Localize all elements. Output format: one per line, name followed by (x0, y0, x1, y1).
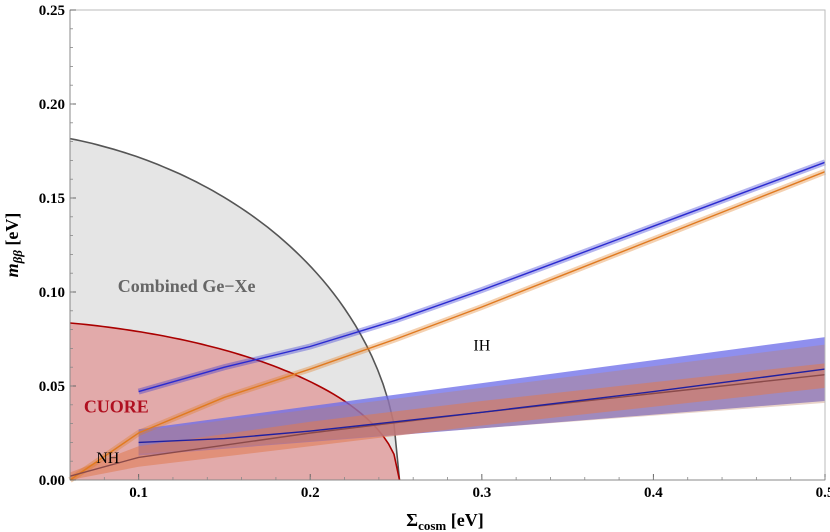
chart-axes: 0.1 0.2 0.3 0.4 0.5 0.00 0.05 0.10 0.15 0.20 0.25 (39, 3, 830, 501)
y-tick-label-2: 0.10 (39, 285, 65, 301)
region-label-0: Combined Ge−Xe (118, 276, 256, 296)
band-area-2 (70, 363, 825, 480)
region-label-1: CUORE (84, 396, 149, 416)
x-tick-label-3: 0.4 (644, 485, 663, 501)
y-tick-label-0: 0.00 (39, 473, 65, 489)
x-tick-label-4: 0.5 (816, 485, 830, 501)
x-axis-label: Σcosm [eV] (406, 510, 483, 532)
plot-area (68, 137, 827, 483)
series-line-0 (69, 171, 826, 481)
band-label-1: NH (96, 450, 120, 467)
band-label-0: IH (473, 337, 490, 354)
y-tick-label-4: 0.20 (39, 97, 65, 113)
region-boundary-0 (69, 137, 401, 481)
series-line-3 (138, 368, 826, 444)
x-tick-label-2: 0.3 (472, 485, 491, 501)
y-axis-label: mββ [eV] (2, 213, 25, 278)
chart-annotations: Combined Ge−Xe CUORE IH NH (84, 276, 491, 467)
y-tick-label-1: 0.05 (39, 379, 65, 395)
x-tick-label-1: 0.2 (301, 485, 320, 501)
region-boundary-1 (69, 322, 401, 481)
y-tick-label-5: 0.25 (39, 3, 65, 19)
y-tick-label-3: 0.15 (39, 191, 65, 207)
series-line-1 (138, 161, 826, 393)
series-line-2 (69, 374, 826, 477)
x-tick-label-0: 0.1 (129, 485, 148, 501)
